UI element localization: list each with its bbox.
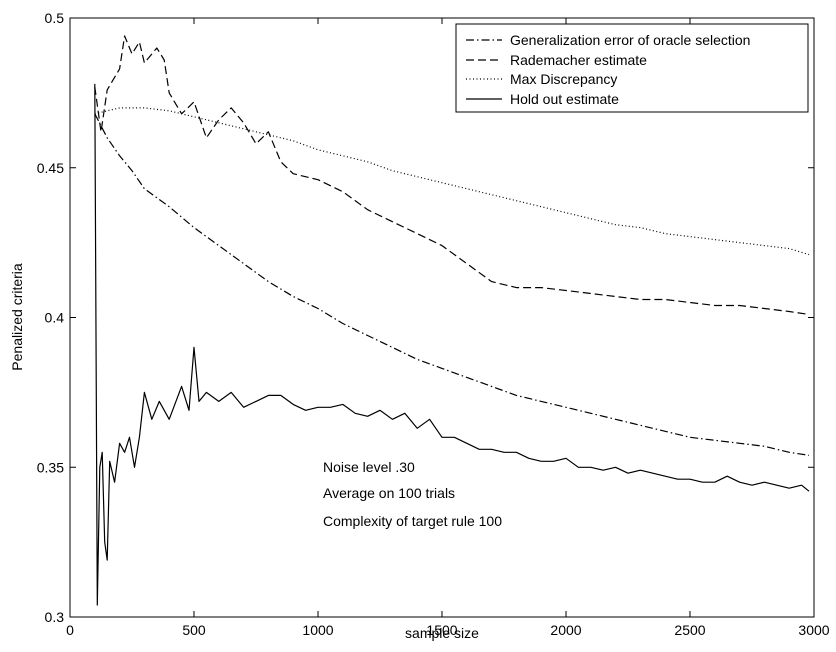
y-tick-label: 0.4 — [45, 310, 65, 326]
x-tick-label: 500 — [182, 622, 206, 638]
series-line-rademacher — [94, 35, 810, 316]
series-layer — [94, 35, 810, 606]
y-tick-label: 0.35 — [37, 459, 64, 475]
annotation-trials: Average on 100 trials — [323, 485, 455, 501]
x-tick-label: 2000 — [550, 622, 581, 638]
y-tick-label: 0.3 — [45, 609, 65, 625]
legend: Generalization error of oracle selection… — [455, 23, 809, 113]
x-tick-label: 3000 — [798, 622, 829, 638]
x-tick-label: 2500 — [674, 622, 705, 638]
annotation-complexity: Complexity of target rule 100 — [323, 513, 502, 529]
y-axis-label: Penalized criteria — [9, 263, 25, 371]
y-tick-label: 0.45 — [37, 160, 64, 176]
y-axis-ticks: 0.3 0.35 0.4 0.45 0.5 — [37, 10, 814, 625]
x-axis-label: sample size — [405, 625, 479, 641]
y-tick-label: 0.5 — [45, 10, 65, 26]
x-tick-label: 1000 — [302, 622, 333, 638]
x-tick-label: 1500 — [426, 622, 457, 638]
series-line-oracle — [94, 113, 810, 456]
legend-label-oracle: Generalization error of oracle selection — [510, 32, 750, 48]
legend-label-rademacher: Rademacher estimate — [510, 52, 647, 68]
legend-label-max-discrepancy: Max Discrepancy — [510, 71, 617, 87]
plot-area — [69, 17, 815, 618]
legend-box — [455, 23, 809, 113]
annotation-noise: Noise level .30 — [323, 459, 415, 475]
legend-label-hold-out: Hold out estimate — [510, 91, 619, 107]
x-tick-label: 0 — [66, 622, 74, 638]
series-line-hold-out — [94, 83, 810, 606]
x-axis-ticks: 0 500 1000 1500 2000 2500 3000 — [66, 18, 830, 638]
